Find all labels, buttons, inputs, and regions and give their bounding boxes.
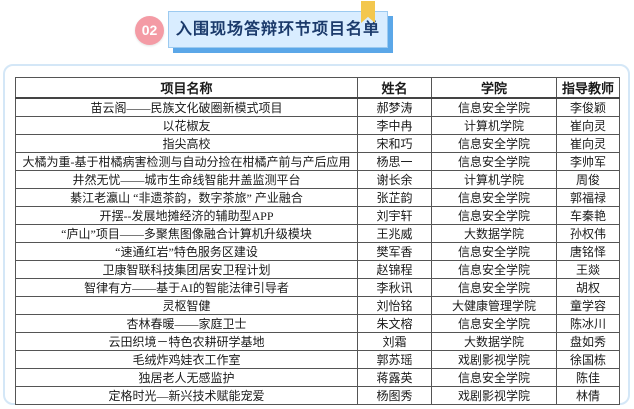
advisor-cell: 陈冰川 bbox=[556, 314, 620, 333]
college-cell: 信息安全学院 bbox=[431, 368, 557, 387]
advisor-cell: 车秦艳 bbox=[556, 206, 620, 225]
college-cell: 信息安全学院 bbox=[431, 278, 557, 297]
student-name-cell: 郝梦涛 bbox=[357, 97, 432, 117]
table-row: 大橘为重-基于柑橘病害检测与自动分捡在柑橘产前与产后应用 杨思一 信息安全学院 … bbox=[15, 152, 620, 171]
advisor-cell: 王燚 bbox=[556, 260, 620, 279]
project-name-cell: 智律有方——基于AI的智能法律引导者 bbox=[15, 278, 358, 297]
col-header-college: 学院 bbox=[431, 77, 557, 99]
table-header-row: 项目名称 姓名 学院 指导教师 bbox=[15, 77, 620, 99]
advisor-cell: 崔向灵 bbox=[556, 116, 620, 135]
student-name-cell: 蒋露英 bbox=[357, 368, 432, 387]
project-name-cell: 杏林春暖——家庭卫士 bbox=[15, 314, 358, 333]
table-row: “庐山”项目——多聚焦图像融合计算机升级模块 王兆威 大数据学院 孙权伟 bbox=[15, 224, 620, 243]
student-name-cell: 郭苏瑶 bbox=[357, 350, 432, 369]
project-name-cell: 卫康智联科技集团居安卫程计划 bbox=[15, 260, 358, 279]
advisor-cell: 崔向灵 bbox=[556, 134, 620, 153]
advisor-cell: 陈佳 bbox=[556, 368, 620, 387]
advisor-cell: 胡权 bbox=[556, 278, 620, 297]
advisor-cell: 李帅军 bbox=[556, 152, 620, 171]
advisor-cell: 周俊 bbox=[556, 170, 620, 189]
section-title: 入围现场答辩环节项目名单 bbox=[175, 21, 380, 38]
college-cell: 信息安全学院 bbox=[431, 188, 557, 207]
project-name-cell: 綦江老瀛山 “非遗茶韵，数字茶旅” 产业融合 bbox=[15, 188, 358, 207]
student-name-cell: 朱文榕 bbox=[357, 314, 432, 333]
table-row: 定格时光—新兴技术赋能宠爱 杨图秀 戏剧影视学院 林倩 bbox=[15, 386, 620, 405]
student-name-cell: 李秋讯 bbox=[357, 278, 432, 297]
project-name-cell: 独居老人无感监护 bbox=[15, 368, 358, 387]
college-cell: 大健康管理学院 bbox=[431, 296, 557, 315]
advisor-cell: 盘如秀 bbox=[556, 332, 620, 351]
advisor-cell: 林倩 bbox=[556, 386, 620, 405]
college-cell: 信息安全学院 bbox=[431, 206, 557, 225]
project-name-cell: 苗云阁——民族文化破圈新模式项目 bbox=[15, 97, 358, 117]
college-cell: 信息安全学院 bbox=[431, 152, 557, 171]
table-row: “速通红岩”特色服务区建设 樊军香 信息安全学院 唐铭怿 bbox=[15, 242, 620, 261]
student-name-cell: 宋和巧 bbox=[357, 134, 432, 153]
project-name-cell: 定格时光—新兴技术赋能宠爱 bbox=[15, 386, 358, 405]
college-cell: 信息安全学院 bbox=[431, 97, 557, 117]
table-row: 卫康智联科技集团居安卫程计划 赵锦程 信息安全学院 王燚 bbox=[15, 260, 620, 279]
table-row: 綦江老瀛山 “非遗茶韵，数字茶旅” 产业融合 张芷韵 信息安全学院 郭福禄 bbox=[15, 188, 620, 207]
college-cell: 戏剧影视学院 bbox=[431, 350, 557, 369]
advisor-cell: 李俊颖 bbox=[556, 97, 620, 117]
project-name-cell: 灵枢智健 bbox=[15, 296, 358, 315]
table-row: 以花椒友 李中冉 计算机学院 崔向灵 bbox=[15, 116, 620, 135]
project-name-cell: “庐山”项目——多聚焦图像融合计算机升级模块 bbox=[15, 224, 358, 243]
student-name-cell: 刘宇轩 bbox=[357, 206, 432, 225]
col-header-advisor: 指导教师 bbox=[556, 77, 620, 99]
table-row: 智律有方——基于AI的智能法律引导者 李秋讯 信息安全学院 胡权 bbox=[15, 278, 620, 297]
table-row: 毛绒炸鸡娃衣工作室 郭苏瑶 戏剧影视学院 徐国栋 bbox=[15, 350, 620, 369]
project-name-cell: 指尖高校 bbox=[15, 134, 358, 153]
student-name-cell: 刘怡铭 bbox=[357, 296, 432, 315]
project-name-cell: “速通红岩”特色服务区建设 bbox=[15, 242, 358, 261]
project-table: 项目名称 姓名 学院 指导教师 苗云阁——民族文化破圈新模式项目 郝梦涛 信息安… bbox=[15, 77, 620, 405]
student-name-cell: 李中冉 bbox=[357, 116, 432, 135]
table-row: 杏林春暖——家庭卫士 朱文榕 信息安全学院 陈冰川 bbox=[15, 314, 620, 333]
student-name-cell: 刘霜 bbox=[357, 332, 432, 351]
college-cell: 大数据学院 bbox=[431, 332, 557, 351]
section-title-box: 入围现场答辩环节项目名单 bbox=[168, 11, 388, 48]
advisor-cell: 孙权伟 bbox=[556, 224, 620, 243]
advisor-cell: 童学容 bbox=[556, 296, 620, 315]
project-name-cell: 大橘为重-基于柑橘病害检测与自动分捡在柑橘产前与产后应用 bbox=[15, 152, 358, 171]
advisor-cell: 郭福禄 bbox=[556, 188, 620, 207]
student-name-cell: 谢长余 bbox=[357, 170, 432, 189]
bookmark-icon bbox=[361, 1, 375, 23]
project-name-cell: 开摆--发展地摊经济的辅助型APP bbox=[15, 206, 358, 225]
project-name-cell: 以花椒友 bbox=[15, 116, 358, 135]
col-header-student-name: 姓名 bbox=[357, 77, 432, 99]
advisor-cell: 唐铭怿 bbox=[556, 242, 620, 261]
college-cell: 计算机学院 bbox=[431, 116, 557, 135]
student-name-cell: 樊军香 bbox=[357, 242, 432, 261]
college-cell: 信息安全学院 bbox=[431, 134, 557, 153]
student-name-cell: 杨思一 bbox=[357, 152, 432, 171]
college-cell: 信息安全学院 bbox=[431, 260, 557, 279]
college-cell: 戏剧影视学院 bbox=[431, 386, 557, 405]
col-header-project-name: 项目名称 bbox=[15, 77, 358, 99]
student-name-cell: 杨图秀 bbox=[357, 386, 432, 405]
college-cell: 计算机学院 bbox=[431, 170, 557, 189]
advisor-cell: 徐国栋 bbox=[556, 350, 620, 369]
project-name-cell: 云田织境－特色农耕研学基地 bbox=[15, 332, 358, 351]
table-row: 开摆--发展地摊经济的辅助型APP 刘宇轩 信息安全学院 车秦艳 bbox=[15, 206, 620, 225]
student-name-cell: 赵锦程 bbox=[357, 260, 432, 279]
project-name-cell: 毛绒炸鸡娃衣工作室 bbox=[15, 350, 358, 369]
section-number-badge: 02 bbox=[135, 16, 164, 45]
table-row: 云田织境－特色农耕研学基地 刘霜 大数据学院 盘如秀 bbox=[15, 332, 620, 351]
table-row: 独居老人无感监护 蒋露英 信息安全学院 陈佳 bbox=[15, 368, 620, 387]
project-name-cell: 井然无忧——城市生命线智能井盖监测平台 bbox=[15, 170, 358, 189]
student-name-cell: 王兆威 bbox=[357, 224, 432, 243]
table-row: 井然无忧——城市生命线智能井盖监测平台 谢长余 计算机学院 周俊 bbox=[15, 170, 620, 189]
table-row: 灵枢智健 刘怡铭 大健康管理学院 童学容 bbox=[15, 296, 620, 315]
college-cell: 信息安全学院 bbox=[431, 314, 557, 333]
table-row: 苗云阁——民族文化破圈新模式项目 郝梦涛 信息安全学院 李俊颖 bbox=[15, 97, 620, 117]
table-row: 指尖高校 宋和巧 信息安全学院 崔向灵 bbox=[15, 134, 620, 153]
college-cell: 信息安全学院 bbox=[431, 242, 557, 261]
college-cell: 大数据学院 bbox=[431, 224, 557, 243]
student-name-cell: 张芷韵 bbox=[357, 188, 432, 207]
